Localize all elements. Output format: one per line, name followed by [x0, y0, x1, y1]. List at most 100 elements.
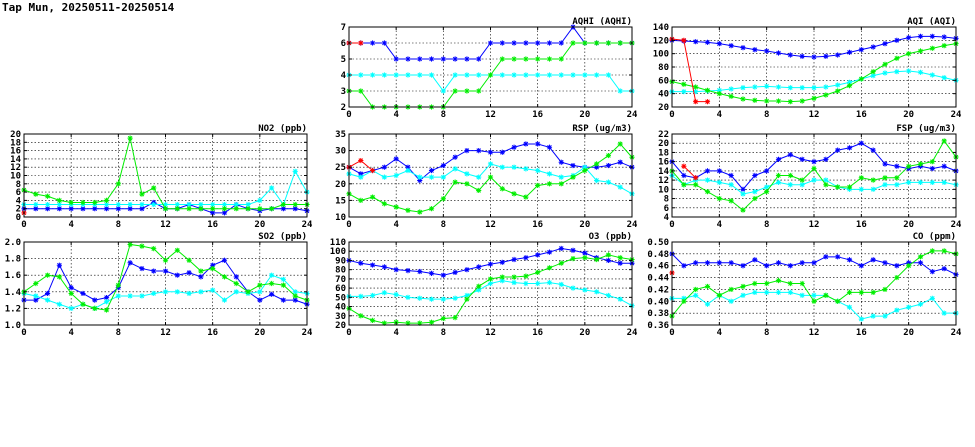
x-tick-label: 20	[903, 110, 914, 120]
x-tick-label: 0	[669, 220, 674, 230]
data-point	[799, 53, 805, 59]
data-point	[929, 72, 935, 78]
data-point	[799, 292, 805, 298]
data-point	[33, 191, 39, 197]
data-point	[693, 89, 699, 95]
x-tick-label: 8	[441, 110, 446, 120]
data-point	[369, 317, 376, 323]
y-tick-label: 0.40	[647, 297, 669, 307]
data-point	[92, 305, 98, 311]
data-point	[882, 182, 888, 188]
data-point	[681, 298, 687, 304]
data-point	[546, 40, 553, 46]
data-point	[941, 248, 947, 254]
data-point	[487, 72, 494, 78]
data-point	[811, 165, 817, 172]
data-point	[728, 298, 734, 304]
x-tick-label: 8	[764, 110, 769, 120]
data-point	[523, 194, 529, 200]
data-point	[882, 70, 888, 76]
data-point	[33, 201, 39, 208]
data-point	[823, 156, 829, 162]
data-point	[752, 189, 758, 195]
data-point	[882, 41, 888, 47]
data-point	[417, 209, 423, 215]
data-point	[764, 189, 770, 195]
data-point	[858, 186, 864, 192]
data-point	[752, 47, 758, 53]
data-point	[358, 313, 364, 319]
data-point	[558, 40, 564, 46]
data-point	[80, 206, 86, 212]
data-point	[594, 72, 600, 78]
data-point	[752, 172, 758, 179]
y-tick-label: 60	[658, 76, 669, 86]
data-point	[929, 159, 935, 165]
y-tick-label: 8	[16, 180, 21, 190]
data-point	[68, 199, 74, 206]
data-point	[393, 172, 399, 179]
data-point	[752, 97, 758, 103]
data-point	[941, 138, 947, 144]
data-point	[210, 210, 216, 216]
data-point	[775, 50, 782, 56]
data-point	[704, 283, 711, 290]
data-point	[617, 141, 623, 147]
data-point	[894, 37, 900, 43]
data-point	[464, 296, 470, 302]
data-point	[221, 201, 228, 208]
data-point	[499, 72, 505, 78]
data-point	[764, 263, 770, 269]
data-point	[799, 98, 805, 104]
data-point	[523, 72, 529, 78]
data-point	[452, 166, 458, 172]
data-point	[558, 181, 564, 187]
data-point	[917, 48, 924, 54]
data-point	[381, 264, 387, 270]
data-point	[405, 207, 411, 213]
data-point	[546, 249, 553, 255]
x-tick-label: 20	[579, 110, 590, 120]
x-tick-label: 8	[116, 220, 121, 230]
data-point	[162, 268, 169, 274]
y-tick-label: 50	[335, 293, 346, 303]
data-point	[186, 270, 192, 276]
data-point	[775, 156, 782, 162]
data-point	[775, 277, 782, 284]
x-tick-label: 4	[717, 220, 723, 230]
data-point	[233, 206, 239, 212]
data-point	[511, 164, 517, 170]
data-point	[681, 81, 687, 87]
data-point	[535, 167, 541, 174]
data-point	[906, 260, 912, 266]
data-point	[257, 289, 263, 295]
data-point	[906, 68, 912, 74]
x-tick-label: 24	[627, 328, 638, 338]
data-point	[716, 260, 722, 266]
data-point	[115, 181, 121, 187]
x-tick-label: 12	[160, 328, 171, 338]
data-point	[764, 48, 770, 54]
x-tick-label: 4	[717, 110, 723, 120]
data-point	[906, 163, 912, 169]
data-point	[162, 257, 169, 263]
y-tick-label: 6	[341, 39, 346, 49]
x-tick-label: 20	[579, 328, 590, 338]
chart-title: RSP (ug/m3)	[572, 124, 632, 134]
data-point	[452, 315, 458, 321]
data-point	[811, 177, 817, 183]
data-point	[393, 267, 399, 273]
data-point	[393, 56, 399, 62]
data-point	[558, 174, 564, 180]
data-point	[186, 201, 192, 208]
data-point	[594, 289, 600, 295]
y-tick-label: 110	[330, 238, 346, 248]
data-point	[257, 297, 263, 303]
data-point	[764, 184, 770, 190]
data-point	[716, 87, 722, 93]
data-point	[369, 292, 376, 299]
data-point	[894, 263, 900, 269]
data-point	[440, 174, 446, 180]
data-point	[728, 43, 734, 49]
data-point	[381, 201, 387, 207]
